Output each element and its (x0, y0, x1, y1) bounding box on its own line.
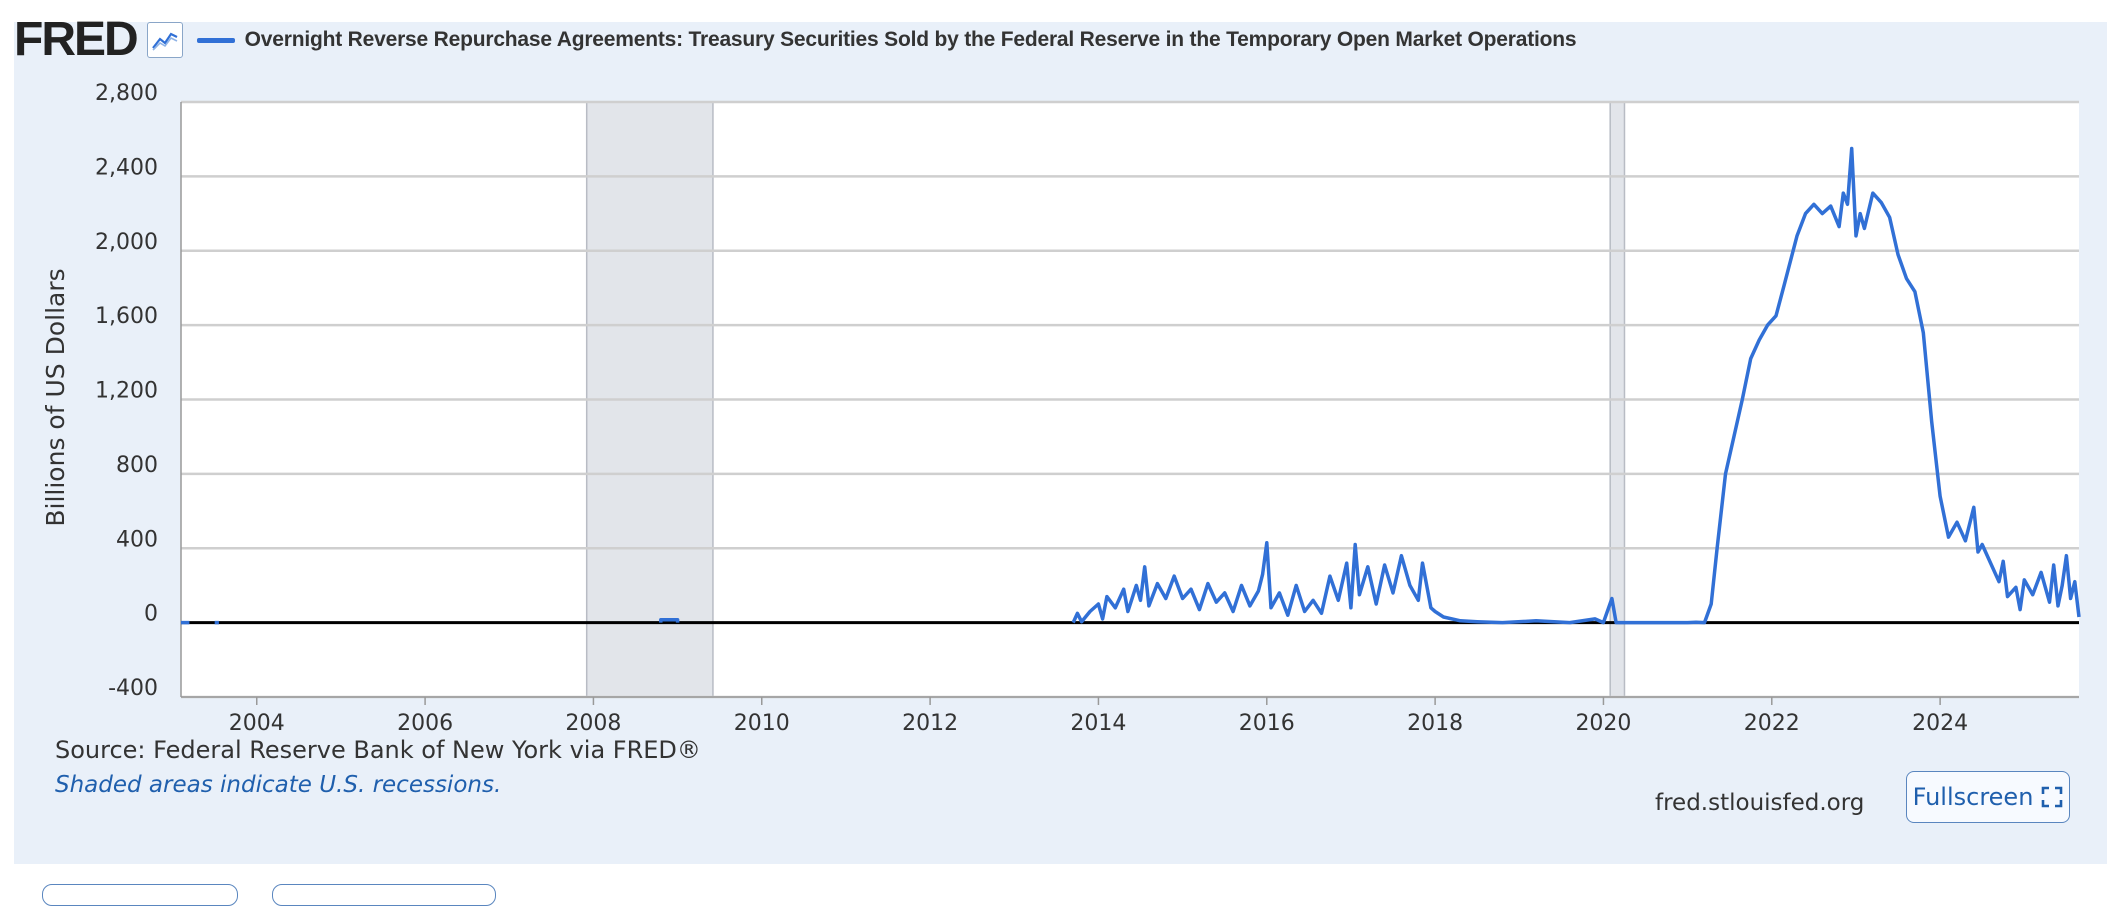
y-tick-label: 1,200 (95, 379, 158, 404)
series-title[interactable]: Overnight Reverse Repurchase Agreements:… (244, 28, 1577, 51)
y-tick-label: 0 (144, 602, 158, 627)
line-chart-icon (146, 22, 183, 58)
fred-logo[interactable]: FRED (14, 13, 139, 66)
x-tick-label: 2012 (902, 711, 958, 736)
fullscreen-icon (2042, 786, 2063, 808)
x-tick-label: 2008 (565, 711, 621, 736)
y-tick-label: 800 (116, 453, 158, 478)
y-tick-label: -400 (108, 676, 158, 701)
series-line (1071, 146, 2081, 625)
tab-stub-left[interactable] (42, 884, 238, 906)
x-tick-label: 2016 (1239, 711, 1295, 736)
x-tick-label: 2022 (1744, 711, 1800, 736)
tab-stub-right[interactable] (272, 884, 496, 906)
x-tick-label: 2024 (1912, 711, 1968, 736)
site-url[interactable]: fred.stlouisfed.org (1655, 790, 1865, 816)
y-tick-label: 1,600 (95, 304, 158, 329)
x-tick-label: 2014 (1070, 711, 1126, 736)
x-tick-label: 2006 (397, 711, 453, 736)
x-tick-label: 2020 (1575, 711, 1631, 736)
chart: -400 0 400 800 1,200 1,600 2,000 2,400 2,800 2004… (41, 81, 2081, 736)
y-axis-title: Billions of US Dollars (41, 268, 70, 526)
source-note: Source: Federal Reserve Bank of New York… (55, 736, 701, 764)
series-line (659, 618, 680, 623)
legend-swatch (196, 37, 235, 43)
y-tick-label: 400 (116, 527, 158, 552)
y-tick-label: 2,000 (95, 230, 158, 255)
x-tick-label: 2010 (734, 711, 790, 736)
x-tick-label: 2018 (1407, 711, 1463, 736)
y-tick-label: 2,800 (95, 81, 158, 106)
y-tick-label: 2,400 (95, 155, 158, 180)
chart-header: FRED Overnight Reverse Repurchase Agreem… (14, 12, 1577, 68)
fullscreen-label: Fullscreen (1912, 783, 2034, 811)
fullscreen-button[interactable]: Fullscreen (1906, 771, 2070, 823)
x-tick-label: 2004 (229, 711, 285, 736)
recession-note: Shaded areas indicate U.S. recessions. (55, 772, 502, 798)
